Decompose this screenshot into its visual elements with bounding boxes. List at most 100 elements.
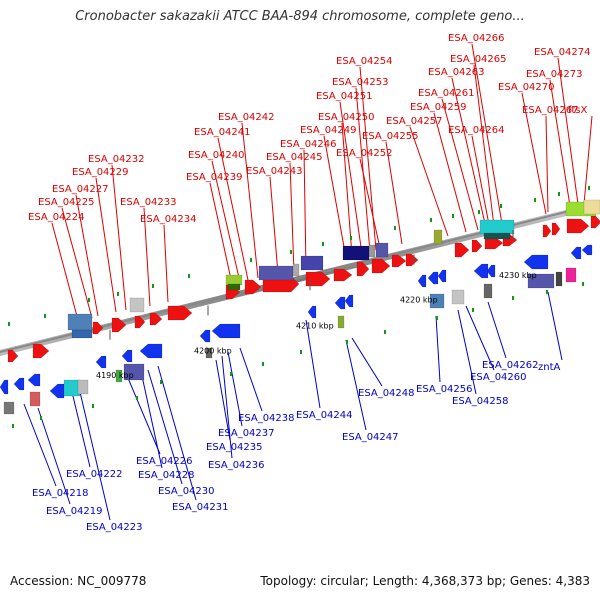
top-leader (323, 135, 347, 259)
bottom-label: zntA (538, 362, 561, 373)
gene-box (205, 347, 213, 359)
forward-gene (333, 268, 353, 282)
top-leader (75, 194, 99, 317)
gene-box (479, 219, 515, 235)
green-tick (40, 416, 42, 420)
reverse-gene (486, 264, 496, 278)
gene-box (368, 244, 376, 258)
bottom-label: ESA_04238 (238, 413, 295, 424)
green-tick (512, 296, 514, 300)
top-label: ESA_04261 (418, 88, 475, 99)
top-leader (111, 164, 127, 311)
top-leader (163, 224, 169, 303)
bottom-label: ESA_04222 (66, 469, 123, 480)
top-leader (211, 160, 241, 283)
green-tick (322, 242, 324, 246)
gene-box (3, 401, 15, 415)
bottom-leader (215, 359, 231, 441)
bottom-leader (239, 347, 263, 412)
gene-box (67, 313, 93, 331)
forward-gene (405, 253, 419, 267)
top-label: ESA_04242 (218, 112, 275, 123)
bottom-label: ESA_04223 (86, 522, 143, 533)
top-label: ESA_04246 (280, 139, 337, 150)
reverse-gene (0, 379, 9, 395)
reverse-gene (344, 294, 354, 308)
label-leader-lines (23, 43, 593, 521)
top-leader (61, 207, 93, 319)
top-leader (409, 126, 449, 237)
forward-gene (111, 317, 127, 333)
top-leader (557, 57, 579, 205)
top-label: ESA_04253 (332, 77, 389, 88)
gene-box (29, 391, 41, 407)
bottom-label: ESA_04226 (136, 456, 193, 467)
accession-text: Accession: NC_009778 (10, 574, 147, 588)
reverse-gene-labels: ESA_04218 ESA_04219 ESA_04222 ESA_04223 ESA_… (32, 360, 561, 533)
top-leader (355, 87, 371, 253)
green-tick (500, 204, 502, 208)
green-tick (12, 424, 14, 428)
kbp-tick-label: 4190 kbp (96, 371, 134, 380)
top-label: ESA_04225 (38, 197, 95, 208)
top-label: ESA_04257 (386, 116, 443, 127)
green-tick (300, 350, 302, 354)
forward-gene (7, 349, 19, 363)
bottom-leader (37, 407, 71, 505)
bottom-label: ESA_04218 (32, 488, 89, 499)
green-tick (384, 330, 386, 334)
gene-box (115, 369, 123, 383)
forward-gene (92, 321, 104, 335)
green-tick (478, 210, 480, 214)
forward-gene (566, 218, 590, 234)
bottom-leader (351, 337, 383, 387)
green-tick (394, 226, 396, 230)
bottom-leader (127, 377, 161, 455)
gene-features[interactable] (0, 199, 600, 415)
top-label: ESA_04224 (28, 212, 85, 223)
green-tick (430, 218, 432, 222)
top-label: ESA_04234 (140, 214, 197, 225)
green-tick (92, 404, 94, 408)
reverse-gene (417, 274, 427, 288)
gene-box (123, 363, 145, 381)
top-leader (471, 43, 503, 225)
top-leader (303, 149, 307, 271)
green-tick (136, 396, 138, 400)
reverse-gene (211, 323, 241, 339)
green-tick (88, 298, 90, 302)
top-label: ESA_04245 (266, 152, 323, 163)
top-label: ESA_04265 (450, 54, 507, 65)
gene-box (555, 271, 563, 287)
bottom-label: ESA_04260 (470, 372, 527, 383)
green-tick (230, 372, 232, 376)
bottom-leader (305, 319, 321, 409)
top-label: ESA_04251 (316, 91, 373, 102)
top-leader (549, 79, 571, 207)
top-label: ESA_04229 (72, 167, 129, 178)
top-leader (341, 122, 353, 257)
top-label: ESA_04270 (498, 82, 555, 93)
green-tick (558, 192, 560, 196)
green-tick (117, 292, 119, 296)
forward-gene (590, 215, 600, 229)
bottom-label: ESA_04256 (416, 384, 473, 395)
top-leader (545, 115, 549, 213)
top-label: ESA_04227 (52, 184, 109, 195)
top-label: ESA_04232 (88, 154, 145, 165)
green-tick (262, 362, 264, 366)
green-tick (160, 380, 162, 384)
gene-box (337, 315, 345, 329)
gene-box (375, 242, 389, 258)
green-tick (588, 186, 590, 190)
top-leader (385, 141, 403, 245)
forward-gene (356, 261, 370, 277)
top-label: ESA_04267 (522, 105, 579, 116)
green-tick (436, 316, 438, 320)
gene-box (292, 263, 300, 277)
green-tick (250, 258, 252, 262)
forward-gene (371, 258, 391, 274)
green-tick (44, 314, 46, 318)
bottom-label: ESA_04247 (342, 432, 399, 443)
